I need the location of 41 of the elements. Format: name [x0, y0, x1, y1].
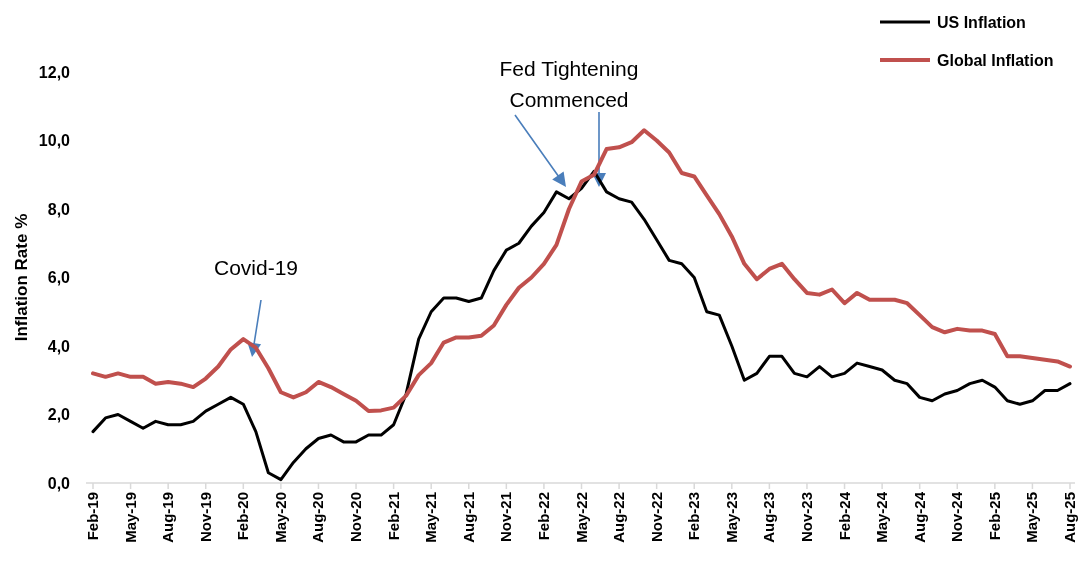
- annotation: Fed Tightening Commenced: [499, 57, 639, 111]
- x-tick-label: Aug-20: [309, 492, 327, 543]
- x-tick-label: Aug-24: [910, 491, 928, 543]
- x-tick-label: Aug-19: [159, 492, 177, 543]
- x-tick-label: May-23: [722, 492, 740, 543]
- y-tick-label: 0,0: [47, 474, 71, 492]
- y-tick-label: 8,0: [47, 200, 71, 218]
- x-tick-label: May-21: [422, 492, 440, 543]
- x-tick-label: May-22: [572, 492, 590, 543]
- x-tick-label: Feb-25: [985, 492, 1003, 541]
- y-tick-label: 12,0: [38, 63, 71, 81]
- legend-label: Global Inflation: [937, 51, 1054, 69]
- x-tick-label: Nov-24: [948, 491, 966, 543]
- x-tick-label: Feb-21: [384, 492, 402, 541]
- x-tick-label: Feb-23: [685, 492, 703, 541]
- x-tick-label: Nov-22: [647, 492, 665, 543]
- y-tick-label: 4,0: [47, 337, 71, 355]
- x-tick-label: Aug-21: [459, 492, 477, 543]
- x-tick-label: Nov-20: [347, 492, 365, 543]
- y-tick-label: 10,0: [38, 132, 71, 150]
- x-tick-label: Feb-24: [835, 491, 853, 541]
- line-series: [91, 128, 1072, 414]
- x-tick-label: Nov-19: [196, 492, 214, 543]
- annotation: Covid-19: [213, 256, 299, 279]
- y-tick-label: 6,0: [47, 269, 71, 287]
- x-tick-label: Feb-22: [534, 492, 552, 541]
- x-tick-label: May-24: [873, 491, 891, 543]
- x-tick-label: Aug-22: [610, 492, 628, 543]
- x-tick-label: Aug-23: [760, 492, 778, 543]
- y-axis-title: Inflation Rate %: [12, 213, 31, 342]
- x-tick-label: Nov-21: [497, 492, 515, 543]
- x-tick-label: Feb-19: [84, 492, 101, 541]
- x-tick-label: Nov-23: [797, 492, 815, 543]
- x-tick-label: May-25: [1023, 492, 1041, 543]
- x-tick-label: Feb-20: [234, 492, 252, 541]
- x-tick-label: May-20: [271, 492, 289, 543]
- y-tick-label: 2,0: [47, 406, 71, 424]
- x-tick-label: Aug-25: [1061, 492, 1078, 543]
- x-tick-label: May-19: [121, 492, 139, 543]
- line-series: [91, 169, 1072, 482]
- legend-label: US Inflation: [937, 13, 1026, 31]
